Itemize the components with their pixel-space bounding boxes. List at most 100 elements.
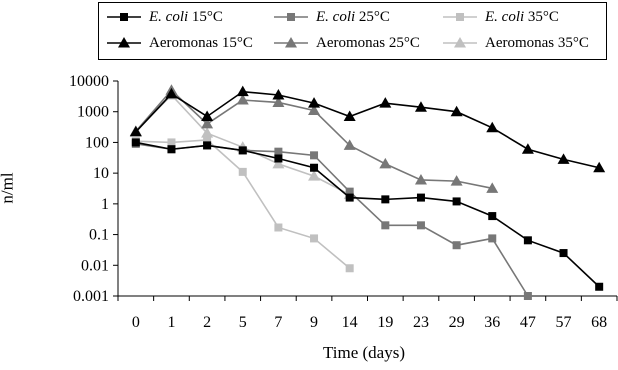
y-tick-label: 0.1	[89, 227, 109, 244]
series-0-point	[595, 282, 604, 291]
series-3-point	[521, 143, 534, 154]
legend-swatch	[107, 37, 141, 48]
x-tick-label: 29	[449, 314, 465, 331]
series-1	[131, 139, 532, 300]
legend: E. coli 15°C E. coli 25°C E. coli 35°C Aero…	[98, 2, 607, 60]
x-tick-label: 68	[591, 314, 607, 331]
legend-swatch	[274, 13, 308, 21]
series-0-point	[488, 212, 497, 221]
legend-swatch	[274, 37, 308, 48]
series-4	[129, 84, 499, 193]
y-axis-title: n/ml	[0, 172, 17, 204]
series-1-point	[523, 292, 532, 300]
series-3-point	[379, 97, 392, 108]
series-4-point	[201, 117, 214, 129]
series-1-point	[381, 221, 390, 230]
series-0-point	[167, 145, 176, 154]
legend-item: E. coli 25°C	[272, 7, 390, 27]
y-tick-label: 100	[85, 134, 109, 151]
series-0-point	[203, 141, 212, 150]
legend-item: Aeromonas 35°C	[441, 33, 589, 53]
series-1-line	[135, 143, 529, 297]
series-4-point	[486, 182, 499, 193]
series-0-point	[416, 193, 425, 202]
series-2-point	[345, 264, 354, 273]
x-tick-label: 1	[167, 314, 175, 331]
legend-item: Aeromonas 15°C	[105, 33, 253, 53]
series-3-point	[272, 89, 285, 100]
series-2	[131, 135, 354, 273]
legend-swatch	[443, 13, 477, 21]
series-2-point	[203, 135, 212, 144]
series-3-point	[486, 121, 499, 133]
series-1-point	[488, 234, 497, 243]
series-4-point	[414, 173, 427, 185]
legend-label: Aeromonas 15°C	[149, 34, 253, 51]
series-4-point	[272, 96, 285, 107]
series-4-point	[308, 104, 321, 115]
series-5-point	[201, 127, 214, 138]
legend-label: E. coli 15°C	[149, 8, 223, 25]
series-3-point	[308, 97, 321, 108]
y-tick-label: 10	[93, 165, 109, 182]
series-0-point	[452, 197, 461, 206]
series-3	[129, 85, 606, 173]
y-tick-label: 0.001	[73, 288, 109, 305]
x-tick-label: 57	[556, 314, 572, 331]
y-tick-label: 0.01	[81, 257, 109, 274]
y-tick-label: 10000	[69, 73, 109, 90]
series-0-point	[345, 193, 354, 202]
series-0	[131, 138, 604, 291]
series-3-line	[135, 90, 600, 169]
series-1-point	[416, 221, 425, 230]
series-2-point	[167, 138, 176, 147]
legend-label: E. coli 25°C	[316, 8, 390, 25]
series-3-point	[593, 161, 606, 173]
x-tick-label: 9	[310, 314, 318, 331]
series-0-point	[523, 236, 532, 245]
series-0-line	[135, 141, 600, 288]
series-1-point	[310, 151, 319, 160]
series-1-point	[274, 147, 283, 156]
series-4-point	[379, 157, 392, 169]
series-5-point	[272, 157, 285, 169]
y-tick-label: 1	[101, 196, 109, 213]
x-tick-label: 0	[132, 314, 140, 331]
series-3-point	[129, 125, 142, 137]
series-3-point	[236, 85, 249, 97]
series-1-point	[345, 187, 354, 196]
series-3-point	[414, 101, 427, 112]
series-0-point	[559, 249, 568, 258]
legend-item: E. coli 35°C	[441, 7, 559, 27]
series-2-point	[274, 223, 283, 232]
series-3-point	[557, 153, 570, 164]
legend-label: E. coli 35°C	[485, 8, 559, 25]
series-5-point	[308, 170, 321, 181]
legend-label: Aeromonas 35°C	[485, 34, 589, 51]
series-2-point	[238, 167, 247, 176]
series-3-point	[343, 110, 356, 121]
series-0-point	[131, 138, 140, 147]
series-3-point	[450, 105, 463, 117]
series-0-point	[310, 163, 319, 172]
series-4-point	[236, 94, 249, 105]
series-2-point	[310, 234, 319, 243]
legend-swatch	[443, 37, 477, 48]
x-tick-label: 47	[520, 314, 536, 331]
x-tick-label: 5	[239, 314, 247, 331]
series-0-point	[238, 146, 247, 155]
legend-label: Aeromonas 25°C	[316, 34, 420, 51]
x-axis-title: Time (days)	[322, 343, 405, 362]
series-4-point	[450, 175, 463, 186]
x-tick-label: 19	[377, 314, 393, 331]
series-0-point	[274, 154, 283, 163]
x-tick-label: 14	[342, 314, 358, 331]
legend-item: Aeromonas 25°C	[272, 33, 420, 53]
series-3-point	[201, 110, 214, 121]
x-tick-label: 7	[274, 314, 282, 331]
series-0-point	[381, 195, 390, 204]
y-tick-label: 1000	[77, 104, 109, 121]
x-tick-label: 36	[484, 314, 500, 331]
